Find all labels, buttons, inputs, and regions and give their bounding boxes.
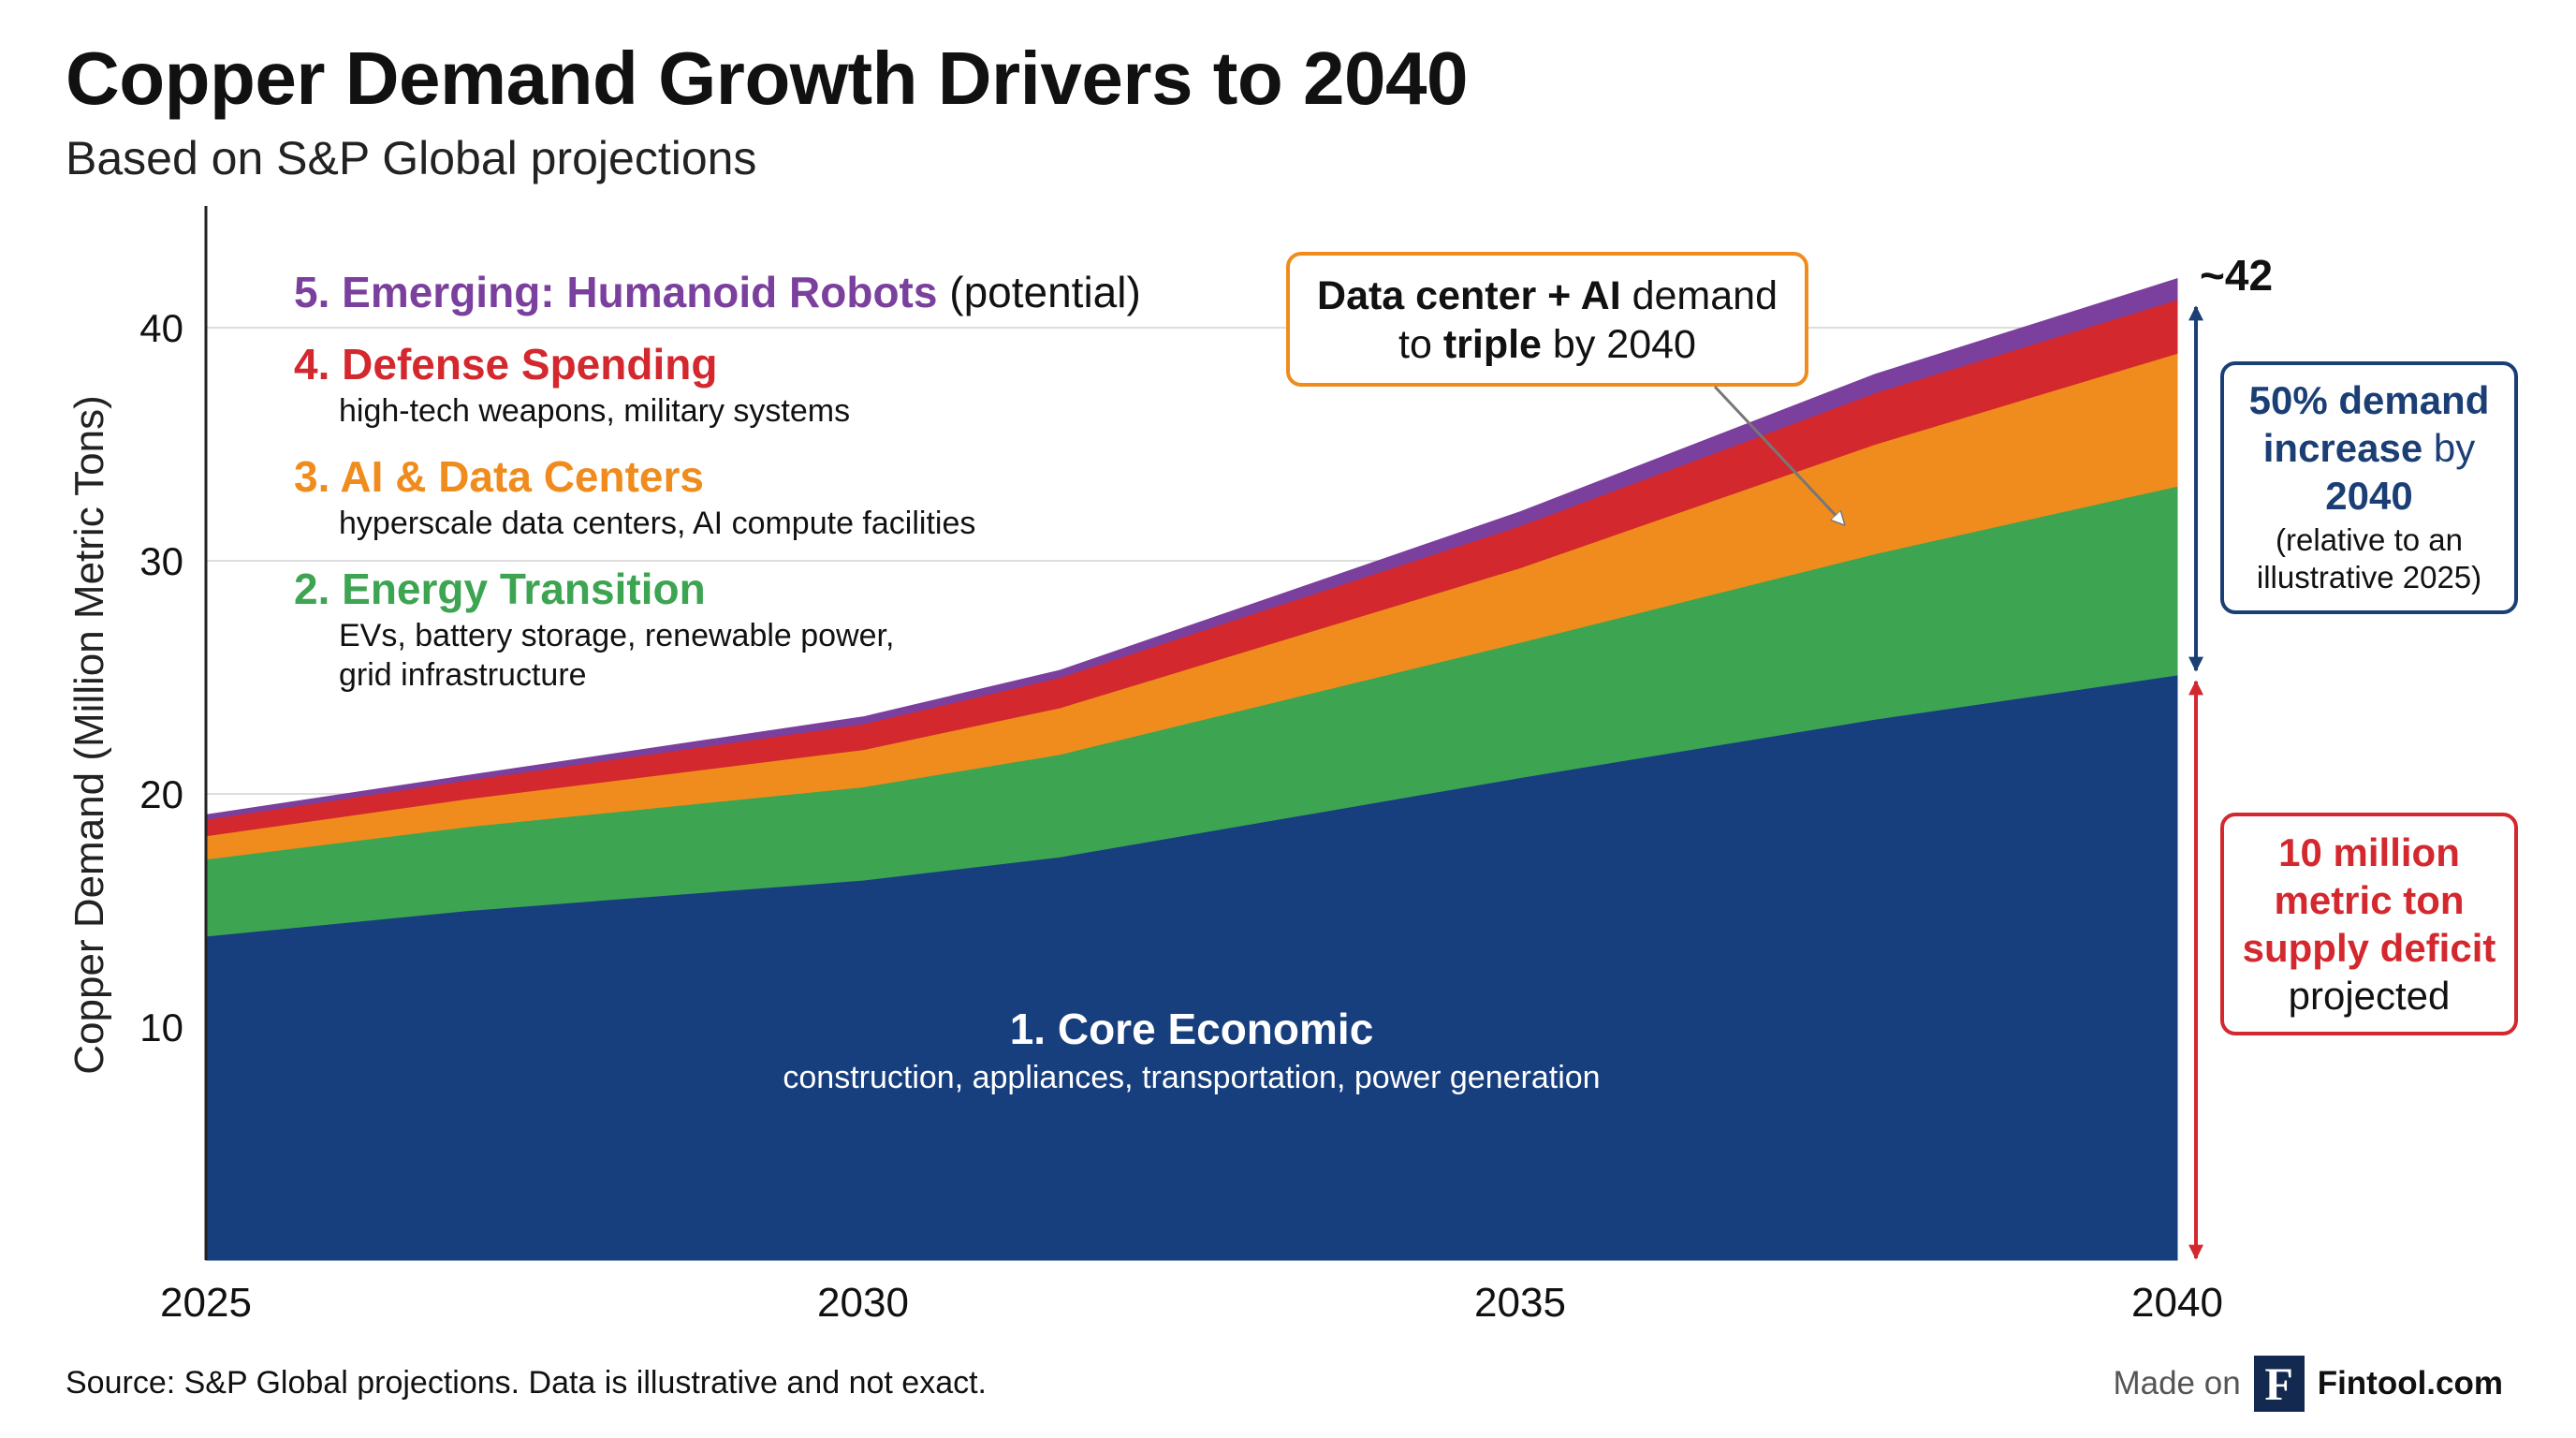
label-ai-desc: hyperscale data centers, AI compute faci… bbox=[339, 506, 975, 541]
ai-callout-box bbox=[1286, 252, 1808, 387]
label-core: 1. Core Economic bbox=[1010, 1005, 1374, 1053]
legend-labels: 5. Emerging: Humanoid Robots (potential)… bbox=[294, 268, 1601, 1095]
end-value-label: ~42 bbox=[2200, 251, 2273, 300]
increase-callout-box bbox=[2220, 361, 2518, 614]
x-tick-2035: 2035 bbox=[1474, 1280, 1566, 1326]
label-core-desc: construction, appliances, transportation… bbox=[783, 1060, 1600, 1095]
y-tick-10: 10 bbox=[139, 1005, 183, 1049]
increase-callout: 50% demand increase by 2040 (relative to… bbox=[2220, 361, 2518, 614]
label-robots-bold: 5. Emerging: Humanoid Robots bbox=[294, 268, 937, 316]
label-energy: 2. Energy Transition bbox=[294, 565, 706, 613]
label-robots-normal: (potential) bbox=[937, 268, 1140, 316]
area-series bbox=[205, 278, 2178, 1261]
x-tick-2030: 2030 bbox=[817, 1280, 909, 1326]
label-defense-desc: high-tech weapons, military systems bbox=[339, 393, 850, 429]
increase-line-2: increase by bbox=[2263, 426, 2476, 470]
label-defense: 4. Defense Spending bbox=[294, 340, 717, 389]
deficit-line-3: supply deficit bbox=[2243, 926, 2496, 970]
chart-subtitle: Based on S&P Global projections bbox=[66, 132, 757, 184]
deficit-callout-box bbox=[2220, 813, 2518, 1035]
label-ai: 3. AI & Data Centers bbox=[294, 452, 704, 501]
area-robots bbox=[205, 278, 2178, 820]
deficit-line-2: metric ton bbox=[2274, 878, 2464, 922]
label-robots: 5. Emerging: Humanoid Robots (potential) bbox=[294, 268, 1141, 316]
deficit-callout: 10 million metric ton supply deficit pro… bbox=[2220, 813, 2518, 1035]
source-note: Source: S&P Global projections. Data is … bbox=[66, 1365, 987, 1401]
increase-line-1: 50% demand bbox=[2249, 378, 2490, 422]
ai-callout-line-2: to triple by 2040 bbox=[1398, 322, 1696, 367]
label-energy-desc-1: EVs, battery storage, renewable power, bbox=[339, 618, 894, 653]
increase-line-4: (relative to an bbox=[2276, 522, 2463, 557]
chart-title: Copper Demand Growth Drivers to 2040 bbox=[66, 37, 1468, 120]
increase-line-5: illustrative 2025) bbox=[2257, 560, 2481, 594]
y-axis-label: Copper Demand (Million Metric Tons) bbox=[66, 395, 112, 1074]
brand-badge[interactable]: Made on F Fintool.com bbox=[2113, 1356, 2503, 1412]
fintool-logo-icon: F bbox=[2253, 1356, 2305, 1412]
brand-name[interactable]: Fintool.com bbox=[2317, 1365, 2503, 1401]
deficit-line-4: projected bbox=[2289, 974, 2451, 1018]
ai-callout: Data center + AI demand to triple by 204… bbox=[1286, 252, 1844, 524]
x-tick-2025: 2025 bbox=[160, 1280, 252, 1326]
ai-callout-line-1: Data center + AI demand bbox=[1317, 273, 1778, 318]
deficit-line-1: 10 million bbox=[2278, 830, 2460, 874]
label-energy-desc-2: grid infrastructure bbox=[339, 657, 587, 693]
increase-line-3: 2040 bbox=[2325, 474, 2412, 518]
made-on-text: Made on bbox=[2113, 1365, 2241, 1401]
y-tick-40: 40 bbox=[139, 306, 183, 350]
ai-callout-arrow bbox=[1713, 385, 1844, 524]
y-tick-20: 20 bbox=[139, 772, 183, 816]
x-tick-2040: 2040 bbox=[2131, 1280, 2223, 1326]
y-tick-30: 30 bbox=[139, 539, 183, 583]
